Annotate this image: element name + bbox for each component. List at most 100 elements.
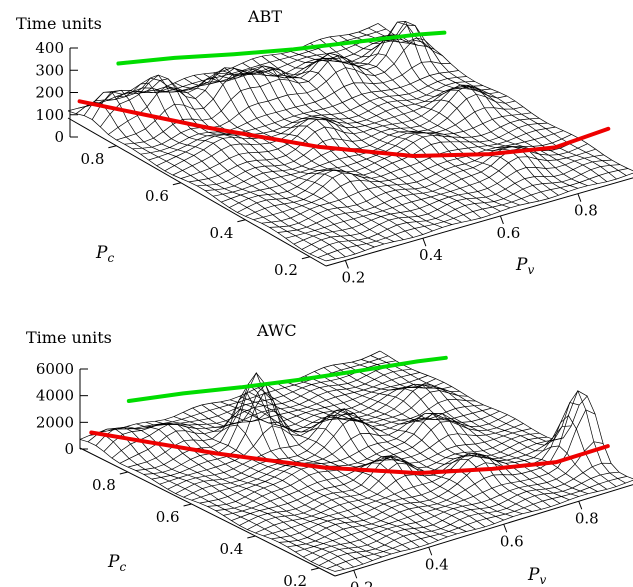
mesh-line-y (87, 355, 389, 443)
z-tick-label: 6000 (36, 360, 74, 378)
x-tick-label: 0.2 (341, 268, 365, 286)
z-axis-label: Time units (16, 14, 102, 33)
x-tick-label: 0.6 (496, 224, 520, 242)
mesh-line-x (314, 371, 570, 501)
mesh-line-y (143, 372, 444, 475)
y-axis-label: Pc (95, 243, 114, 265)
mesh-line-y (156, 76, 467, 167)
mesh-line-x (295, 379, 551, 507)
mesh-line-y (127, 375, 428, 468)
mesh-line-y (164, 81, 475, 172)
mesh-line-y (132, 39, 443, 150)
z-tick-label: 2000 (36, 413, 74, 431)
mesh-line-x (232, 67, 491, 216)
axis-frame (79, 368, 633, 579)
z-tick-label: 0 (54, 128, 64, 146)
mesh-line-x (332, 364, 589, 495)
x-tick (353, 570, 358, 579)
mesh-line-y (100, 40, 411, 128)
mesh-line-y (167, 390, 468, 490)
mesh-line-x (257, 387, 514, 517)
y-tick (119, 471, 128, 475)
mesh-line-y (191, 407, 492, 501)
surface-mesh (79, 350, 633, 572)
x-axis-label: Pv (515, 255, 534, 277)
mesh-line-x (310, 42, 569, 192)
mesh-line-y (188, 84, 499, 183)
mesh-line-x (164, 86, 424, 235)
x-tick (344, 260, 349, 269)
mesh-line-x (319, 39, 579, 189)
series-lines (77, 30, 611, 158)
mesh-line-y (172, 85, 483, 176)
x-tick-label: 0.8 (575, 509, 599, 527)
x-tick-label: 0.4 (419, 246, 443, 264)
z-tick-label: 0 (64, 440, 74, 458)
mesh-line-x (329, 36, 588, 187)
x-axis-label: Pv (527, 565, 546, 587)
mesh-line-x (67, 110, 327, 262)
mesh-line-y (247, 436, 548, 530)
tick-labels: 0 100 200 300 400 0.2 0.4 0.6 0.8 0.2 0.4 0.6 0.8 (35, 39, 597, 286)
chart-title: ABT (247, 7, 282, 26)
y-axis-label: Pc (107, 552, 126, 574)
y-tick (108, 145, 117, 149)
mesh-line-y (231, 428, 532, 521)
mesh-line-x (261, 55, 520, 206)
mesh-line-y (180, 87, 491, 179)
x-tick (428, 547, 433, 556)
z-tick-label: 200 (35, 84, 64, 102)
mesh-line-x (370, 355, 626, 484)
mesh-line-x (267, 384, 523, 515)
x-axis-line (334, 484, 633, 577)
y-tick (237, 219, 246, 223)
mesh-line-y (83, 34, 395, 116)
mesh-line-y (151, 383, 452, 480)
mesh-line-x (117, 428, 373, 561)
mesh-line-x (323, 367, 579, 497)
mesh-line-x (379, 350, 633, 480)
mesh-line-x (251, 58, 511, 209)
series-line-1 (116, 30, 447, 66)
z-tick-label: 400 (35, 39, 64, 57)
mesh-line-x (276, 382, 533, 512)
y-tick (301, 256, 310, 260)
y-tick (310, 567, 320, 571)
y-tick-label: 0.8 (92, 476, 116, 494)
mesh-line-x (358, 24, 617, 180)
mesh-line-y (255, 439, 556, 534)
mesh-line-y (119, 372, 420, 464)
z-axis-label: Time units (26, 328, 112, 347)
mesh-line-x (290, 51, 550, 199)
mesh-line-x (126, 74, 385, 245)
series-lines (89, 355, 610, 476)
mesh-line-y (67, 23, 379, 112)
series-line-1 (126, 355, 448, 403)
series-line-0 (89, 430, 610, 476)
x-tick (422, 238, 427, 247)
y-tick (183, 503, 192, 507)
mesh-line-x (348, 21, 608, 182)
mesh-line-x (361, 359, 617, 487)
mesh-line-x (342, 363, 598, 492)
x-axis-line (325, 177, 633, 267)
mesh-line-x (145, 421, 401, 552)
chart-awc: 0 2000 4000 6000 0.2 0.4 0.6 0.8 0.2 0.4 0.6 0.8 AW… (26, 321, 633, 587)
y-tick-label: 0.8 (81, 150, 105, 168)
y-tick-label: 0.4 (219, 540, 243, 558)
y-axis-line (79, 447, 336, 577)
mesh-line-x (304, 375, 561, 504)
y-axis-line (67, 117, 327, 267)
mesh-line-x (116, 82, 375, 248)
mesh-line-y (116, 21, 427, 141)
mesh-line-y (79, 350, 381, 440)
mesh-line-y (111, 368, 412, 459)
mesh-line-y (140, 61, 451, 155)
y-tick-label: 0.2 (283, 572, 307, 587)
z-tick-label: 4000 (36, 387, 74, 405)
x-tick-label: 0.2 (350, 578, 374, 587)
mesh-line-y (196, 84, 508, 187)
mesh-line-y (159, 384, 460, 485)
series-line-0 (77, 99, 611, 158)
mesh-line-x (286, 381, 542, 510)
